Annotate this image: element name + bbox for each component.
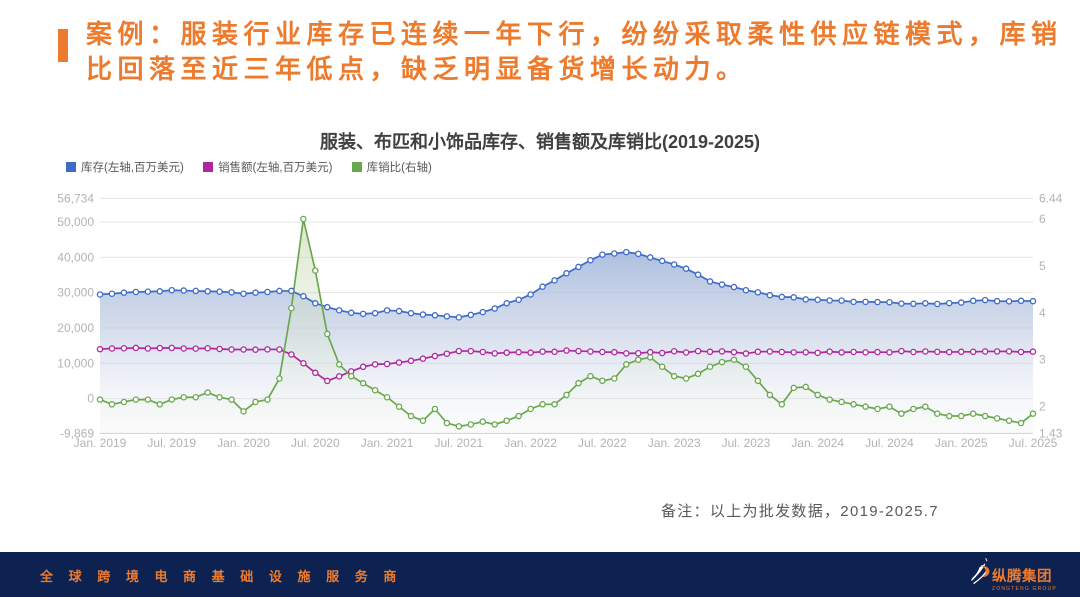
svg-text:50,000: 50,000 [57, 215, 94, 229]
svg-text:Jan. 2020: Jan. 2020 [217, 436, 270, 450]
svg-text:40,000: 40,000 [57, 250, 94, 264]
svg-text:20,000: 20,000 [57, 321, 94, 335]
svg-text:Jul. 2021: Jul. 2021 [434, 436, 483, 450]
svg-text:Jan. 2023: Jan. 2023 [648, 436, 701, 450]
svg-text:Jul. 2022: Jul. 2022 [578, 436, 627, 450]
svg-text:56,734: 56,734 [57, 191, 94, 205]
svg-text:Jan. 2024: Jan. 2024 [791, 436, 844, 450]
svg-text:6: 6 [1039, 212, 1046, 226]
svg-text:Jan. 2025: Jan. 2025 [935, 436, 988, 450]
svg-text:Jan. 2021: Jan. 2021 [361, 436, 414, 450]
svg-text:0: 0 [87, 392, 94, 406]
svg-text:30,000: 30,000 [57, 286, 94, 300]
svg-text:Jan. 2019: Jan. 2019 [74, 436, 127, 450]
svg-text:10,000: 10,000 [57, 356, 94, 370]
svg-text:Jul. 2025: Jul. 2025 [1009, 436, 1058, 450]
svg-text:Jul. 2023: Jul. 2023 [722, 436, 771, 450]
svg-text:4: 4 [1039, 306, 1046, 320]
svg-text:3: 3 [1039, 353, 1046, 367]
svg-text:Jan. 2022: Jan. 2022 [504, 436, 557, 450]
svg-text:6.44: 6.44 [1039, 191, 1063, 205]
svg-text:Jul. 2019: Jul. 2019 [147, 436, 196, 450]
svg-text:2: 2 [1039, 400, 1046, 414]
svg-text:5: 5 [1039, 259, 1046, 273]
svg-text:Jul. 2020: Jul. 2020 [291, 436, 340, 450]
svg-text:Jul. 2024: Jul. 2024 [865, 436, 914, 450]
